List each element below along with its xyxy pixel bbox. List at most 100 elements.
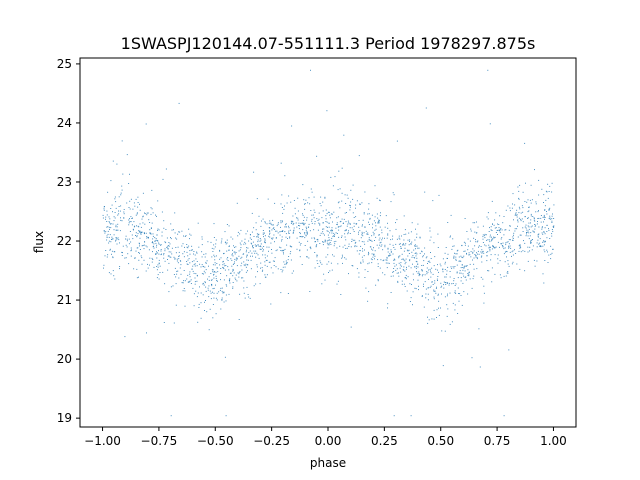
data-point [335, 240, 337, 242]
data-point [201, 251, 203, 253]
data-point [452, 302, 454, 304]
data-point [285, 223, 287, 225]
data-point [540, 245, 542, 247]
data-point [255, 250, 257, 252]
data-point [467, 245, 469, 247]
data-point [363, 213, 365, 215]
data-point [293, 229, 295, 231]
data-point [378, 219, 380, 221]
data-point [542, 241, 544, 243]
data-point [280, 269, 282, 270]
data-point [112, 223, 114, 225]
data-point [135, 214, 137, 216]
data-point [501, 237, 503, 239]
data-point [417, 223, 419, 225]
data-point [501, 243, 502, 245]
data-point [213, 254, 215, 256]
data-point [498, 224, 500, 225]
data-point [543, 249, 545, 251]
data-point [170, 223, 172, 225]
data-point [238, 250, 240, 252]
data-point [467, 274, 469, 276]
data-point [135, 250, 137, 252]
data-point [159, 265, 161, 267]
data-point [393, 271, 395, 273]
data-point [438, 314, 440, 316]
data-point [336, 233, 338, 234]
data-point [292, 221, 294, 223]
data-point [225, 241, 227, 243]
data-point [486, 239, 488, 241]
data-point [108, 242, 110, 244]
data-point [457, 249, 459, 251]
data-point [304, 237, 306, 239]
data-point [246, 255, 248, 257]
x-tick-label: −1.00 [84, 434, 121, 448]
data-point [336, 224, 338, 226]
data-point [404, 260, 406, 262]
data-point [354, 239, 356, 241]
data-point [532, 239, 533, 240]
data-point [203, 284, 205, 286]
data-point [462, 264, 463, 266]
data-point [454, 304, 456, 306]
data-point [201, 238, 203, 240]
data-point [212, 264, 214, 266]
data-point [220, 268, 222, 269]
data-point [177, 233, 179, 235]
data-point [326, 242, 328, 244]
data-point [223, 268, 225, 270]
data-point [233, 272, 235, 274]
data-point [302, 223, 304, 225]
data-point [208, 276, 210, 278]
data-point [339, 221, 341, 223]
data-point [476, 232, 478, 234]
data-point [106, 214, 108, 216]
data-point [352, 265, 354, 267]
data-point [283, 253, 284, 255]
data-point [270, 303, 272, 305]
data-point [503, 415, 505, 417]
data-point [537, 235, 539, 237]
data-point [525, 224, 527, 226]
data-point [463, 241, 465, 243]
data-point [342, 246, 344, 248]
data-point [229, 280, 230, 282]
data-point [314, 267, 316, 269]
data-point [377, 263, 379, 265]
data-point [139, 203, 140, 205]
data-point [303, 216, 305, 218]
data-point [438, 194, 440, 196]
data-point [299, 244, 301, 246]
data-point [239, 242, 241, 244]
data-point [282, 269, 284, 271]
data-point [299, 225, 301, 227]
data-point [285, 263, 287, 265]
data-point [453, 256, 455, 258]
data-point [350, 326, 352, 328]
data-point [449, 276, 451, 278]
data-point [468, 271, 470, 273]
data-point [364, 191, 366, 193]
data-point [210, 292, 212, 294]
data-point [382, 249, 384, 251]
data-point [458, 256, 460, 258]
data-point [398, 262, 400, 264]
data-point [405, 278, 407, 280]
data-point [329, 214, 331, 216]
data-point [134, 257, 136, 259]
data-point [489, 123, 491, 125]
data-point [537, 221, 538, 222]
data-point [530, 242, 531, 244]
data-point [115, 237, 117, 239]
data-point [196, 296, 198, 298]
data-point [392, 275, 394, 277]
data-point [241, 262, 243, 264]
data-point [202, 294, 204, 296]
data-point [205, 269, 207, 271]
data-point [528, 206, 530, 208]
data-point [173, 256, 175, 258]
data-point [303, 199, 305, 201]
data-point [314, 241, 316, 243]
data-point [522, 211, 524, 213]
